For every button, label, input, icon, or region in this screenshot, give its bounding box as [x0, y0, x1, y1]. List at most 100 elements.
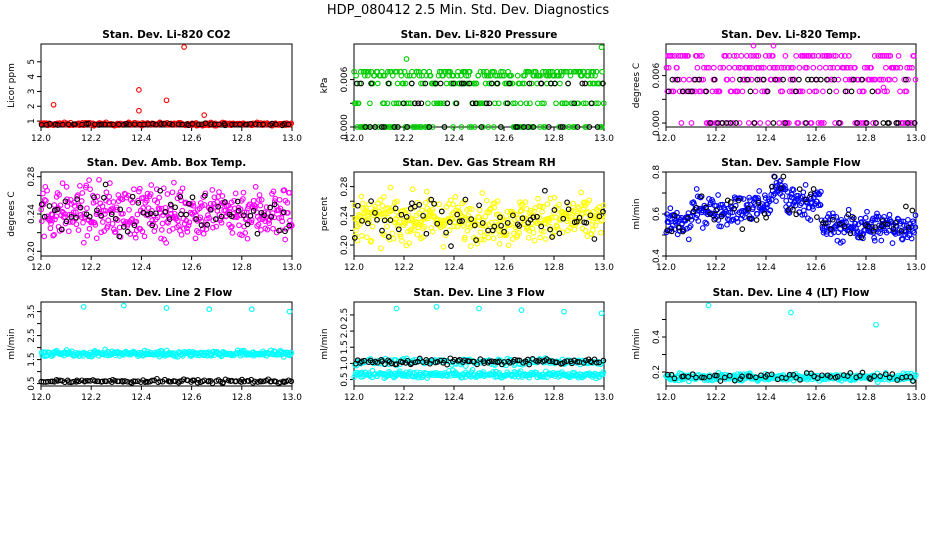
data-point	[596, 80, 603, 87]
data-point	[528, 80, 535, 87]
data-point	[110, 121, 117, 128]
data-point	[481, 236, 487, 243]
data-point	[541, 100, 547, 107]
data-point	[556, 124, 562, 130]
data-point	[365, 68, 372, 75]
data-point	[154, 199, 161, 206]
data-point	[575, 204, 581, 210]
data-point	[680, 228, 686, 235]
data-point	[51, 207, 58, 214]
data-point	[898, 236, 905, 242]
data-point	[368, 68, 375, 75]
data-point	[80, 303, 87, 310]
data-point	[195, 229, 202, 236]
data-point	[450, 201, 456, 208]
data-point	[847, 370, 854, 376]
data-point	[147, 210, 154, 217]
data-point	[517, 208, 524, 215]
data-point	[240, 196, 246, 202]
data-point	[59, 180, 66, 187]
data-point	[833, 88, 840, 95]
data-point	[826, 211, 832, 217]
data-point	[699, 225, 706, 231]
data-point	[84, 205, 90, 212]
data-point	[41, 233, 48, 240]
x-tick-label: 13.0	[594, 263, 614, 273]
data-point	[76, 378, 82, 385]
data-point	[83, 182, 90, 189]
data-point	[749, 215, 755, 222]
data-point	[135, 378, 141, 385]
data-point	[845, 211, 852, 218]
y-tick-label: 2	[27, 103, 37, 109]
data-point	[788, 191, 795, 198]
data-point	[78, 198, 85, 204]
data-point	[526, 361, 533, 368]
data-point	[734, 219, 741, 225]
data-point	[126, 121, 132, 128]
data-point	[877, 53, 884, 59]
data-point	[844, 64, 851, 71]
data-point	[282, 236, 289, 243]
data-point	[465, 212, 472, 219]
data-point	[539, 100, 545, 107]
data-point	[588, 100, 595, 107]
y-tick-label: 2.5	[27, 328, 37, 342]
data-point	[758, 64, 765, 71]
data-point	[795, 120, 802, 126]
data-point	[669, 53, 675, 59]
data-point	[149, 222, 156, 229]
data-point	[548, 214, 555, 221]
data-point	[209, 187, 216, 193]
data-point	[756, 188, 763, 194]
data-point	[141, 121, 147, 128]
data-point	[428, 225, 435, 231]
data-point	[779, 88, 786, 95]
data-point	[560, 68, 567, 75]
data-point	[815, 120, 822, 126]
data-point	[739, 373, 745, 380]
data-point	[192, 235, 199, 242]
data-point	[207, 206, 214, 213]
data-point	[872, 224, 878, 231]
data-point	[171, 179, 177, 186]
data-point	[582, 80, 588, 87]
data-point	[724, 221, 730, 228]
data-point	[358, 80, 364, 87]
data-point	[549, 234, 555, 240]
data-point	[212, 216, 219, 222]
data-point	[141, 233, 148, 240]
data-point	[514, 124, 521, 130]
data-point	[469, 367, 476, 373]
data-point	[845, 53, 852, 59]
data-point	[860, 120, 867, 126]
data-point	[771, 174, 778, 180]
data-point	[578, 189, 585, 196]
data-point	[193, 216, 200, 222]
data-point	[694, 212, 701, 218]
data-point	[359, 217, 365, 224]
y-tick-label: 0.5	[340, 372, 350, 386]
data-point	[486, 358, 493, 365]
x-tick-label: 12.6	[494, 134, 514, 144]
data-point	[198, 218, 205, 225]
data-point	[693, 53, 700, 59]
data-point	[663, 64, 670, 71]
data-point	[385, 234, 392, 240]
data-point	[171, 210, 178, 217]
data-point	[353, 100, 359, 107]
data-point	[131, 186, 137, 193]
data-point	[216, 189, 222, 195]
data-point	[359, 232, 365, 239]
x-tick-label: 12.0	[31, 263, 51, 273]
data-point	[835, 76, 842, 83]
data-point	[738, 53, 745, 59]
data-point	[395, 226, 402, 233]
data-point	[201, 112, 208, 118]
data-point	[222, 199, 228, 205]
data-point	[368, 198, 374, 204]
panel-title: Stan. Dev. Li-820 CO2	[102, 29, 230, 41]
data-point	[898, 218, 904, 225]
data-point	[358, 193, 365, 200]
